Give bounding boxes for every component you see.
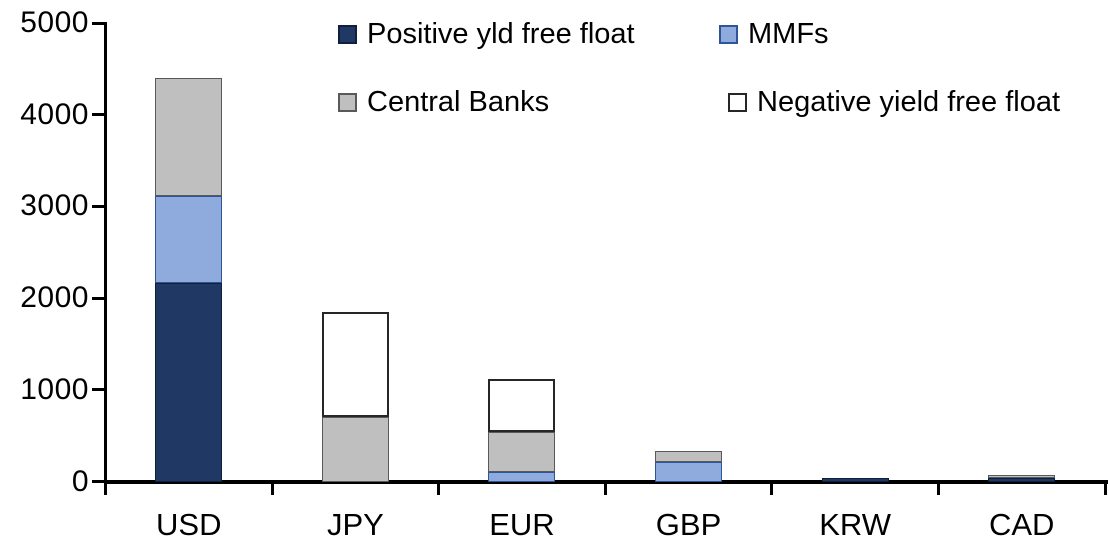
x-axis-label-jpy: JPY [326, 507, 384, 542]
legend-label-central-banks: Central Banks [367, 86, 550, 118]
legend-swatch-central-banks [338, 92, 357, 112]
y-axis-tick [92, 388, 105, 392]
x-axis-tick [104, 483, 107, 495]
legend-label-negative-yield-free-float: Negative yield free float [757, 86, 1061, 118]
x-axis-tick [270, 483, 274, 495]
x-axis-tick [936, 483, 940, 495]
y-axis-tick-label: 2000 [20, 281, 89, 315]
bar-segment-usd-central-banks [155, 78, 223, 197]
bar-segment-gbp-mmfs [655, 462, 723, 482]
legend-item-mmfs: MMFs [719, 19, 829, 49]
y-axis-tick-label: 1000 [20, 372, 89, 406]
x-axis-label-krw: KRW [819, 507, 891, 542]
x-axis-tick [770, 483, 774, 495]
bar-segment-eur-central-banks [488, 432, 556, 472]
x-axis-label-gbp: GBP [655, 507, 722, 542]
x-axis-tick [437, 483, 441, 495]
legend-label-positive-yld-free-float: Positive yld free float [367, 18, 635, 50]
y-axis-tick [92, 113, 105, 117]
bar-segment-jpy-negative-yield-free-float [321, 311, 389, 418]
y-axis-tick-label: 5000 [20, 6, 89, 39]
x-axis [104, 480, 1108, 484]
bar-segment-cad-central-banks [988, 475, 1056, 479]
bar-segment-krw-positive-yld-free-float [821, 477, 889, 482]
bar-segment-jpy-central-banks [321, 417, 389, 482]
x-axis-label-usd: USD [156, 507, 222, 542]
y-axis-tick-label: 0 [71, 464, 89, 498]
y-axis-tick [92, 204, 105, 208]
y-axis-tick [92, 296, 105, 300]
bar-segment-gbp-central-banks [655, 451, 723, 463]
x-axis-tick [1103, 483, 1107, 495]
y-axis-tick [92, 480, 105, 484]
bar-segment-usd-positive-yld-free-float [155, 282, 223, 482]
legend-swatch-negative-yield-free-float [728, 92, 747, 112]
y-axis [104, 22, 107, 484]
legend-swatch-positive-yld-free-float [338, 24, 357, 44]
bar-segment-eur-negative-yield-free-float [488, 379, 556, 433]
x-axis-tick [603, 483, 607, 495]
legend-swatch-mmfs [719, 24, 738, 44]
bar-segment-eur-mmfs [488, 471, 556, 482]
legend-item-positive-yld-free-float: Positive yld free float [338, 19, 635, 49]
y-axis-tick-label: 4000 [20, 97, 89, 131]
y-axis-tick-label: 3000 [20, 189, 89, 223]
bar-segment-usd-mmfs [155, 196, 223, 283]
legend-item-negative-yield-free-float: Negative yield free float [728, 87, 1060, 117]
x-axis-label-cad: CAD [988, 507, 1055, 542]
x-axis-label-eur: EUR [489, 507, 555, 542]
legend-label-mmfs: MMFs [748, 18, 829, 50]
bar-segment-cad-positive-yld-free-float [988, 478, 1056, 482]
y-axis-tick [92, 21, 105, 25]
legend-item-central-banks: Central Banks [338, 87, 549, 117]
